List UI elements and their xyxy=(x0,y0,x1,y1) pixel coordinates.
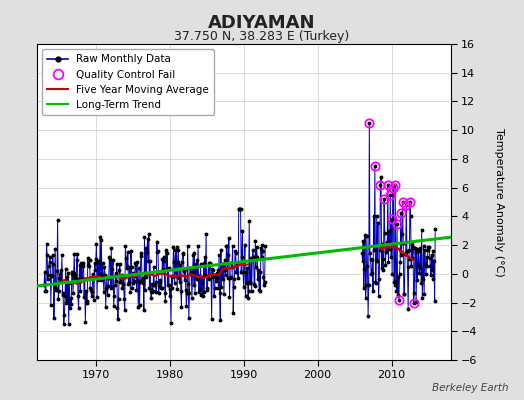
Y-axis label: Temperature Anomaly (°C): Temperature Anomaly (°C) xyxy=(494,128,504,276)
Text: Berkeley Earth: Berkeley Earth xyxy=(432,383,508,393)
Text: 37.750 N, 38.283 E (Turkey): 37.750 N, 38.283 E (Turkey) xyxy=(174,30,350,43)
Legend: Raw Monthly Data, Quality Control Fail, Five Year Moving Average, Long-Term Tren: Raw Monthly Data, Quality Control Fail, … xyxy=(42,49,214,115)
Text: ADIYAMAN: ADIYAMAN xyxy=(208,14,316,32)
